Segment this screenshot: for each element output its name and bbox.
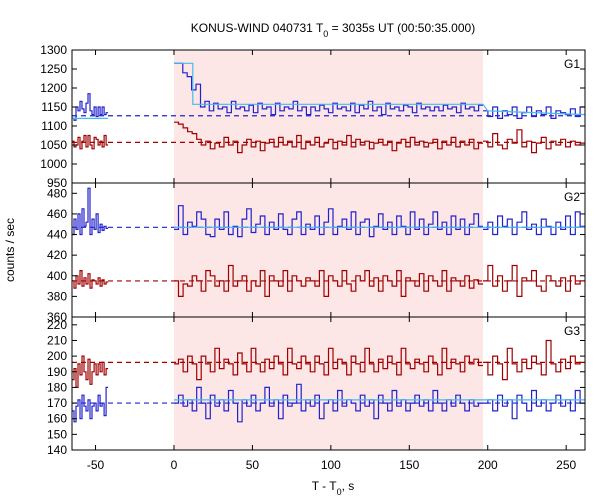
y-tick-label: 150 xyxy=(47,427,67,441)
x-tick-label: 0 xyxy=(171,458,178,472)
y-tick-label: 420 xyxy=(47,248,67,262)
xlabel-rest: , s xyxy=(342,479,355,493)
blue-series-pre xyxy=(72,93,109,121)
panel-label: G3 xyxy=(564,324,580,338)
y-tick-label: 400 xyxy=(47,269,67,283)
blue-series-pre xyxy=(72,386,109,423)
burst-interval-shading xyxy=(173,50,484,450)
y-tick-label: 1200 xyxy=(40,81,67,95)
panel-frame xyxy=(71,316,586,451)
red-series-post xyxy=(483,129,585,154)
x-axis-label: T - T0, s xyxy=(312,479,355,497)
x-tick-label: 100 xyxy=(321,458,341,472)
x-tick-label: 250 xyxy=(556,458,576,472)
blue-series-post xyxy=(483,211,585,236)
red-series-post xyxy=(483,339,585,381)
x-tick-label: 200 xyxy=(478,458,498,472)
title-rest: = 3035s UT (00:50:35.000) xyxy=(328,21,475,35)
y-tick-label: 360 xyxy=(47,310,67,324)
title-main: KONUS-WIND 040731 T xyxy=(191,21,324,35)
red-series-post xyxy=(483,264,585,297)
y-tick-label: 160 xyxy=(47,412,67,426)
y-tick-label: 1150 xyxy=(41,100,67,114)
blue-series-pre xyxy=(72,187,109,236)
y-tick-label: 480 xyxy=(47,186,67,200)
cyan-fit-line xyxy=(174,62,586,116)
panel-label: G1 xyxy=(564,57,580,71)
blue-series-main xyxy=(174,205,483,238)
blue-series-post xyxy=(483,106,585,119)
chart-title: KONUS-WIND 040731 T0 = 3035s UT (00:50:3… xyxy=(191,21,475,39)
y-tick-label: 210 xyxy=(47,333,67,347)
y-tick-label: 440 xyxy=(47,228,67,242)
x-tick-label: -50 xyxy=(87,458,105,472)
panel-g1: 950 1000 1050 1100 1150 1200 1250 1300 G1 xyxy=(40,43,586,190)
red-series-main xyxy=(174,264,483,297)
y-tick-label: 1250 xyxy=(40,62,67,76)
y-tick-label: 460 xyxy=(47,207,67,221)
red-series-main xyxy=(174,347,483,381)
y-tick-label: 1000 xyxy=(40,157,67,171)
y-tick-label: 140 xyxy=(47,443,67,457)
y-tick-label: 1050 xyxy=(40,138,67,152)
y-tick-label: 170 xyxy=(47,396,67,410)
y-tick-label: 950 xyxy=(47,176,67,190)
red-series-pre xyxy=(72,270,109,289)
panel-label: G2 xyxy=(564,190,580,204)
blue-series-main xyxy=(174,62,483,116)
y-tick-label: 1100 xyxy=(41,119,67,133)
x-tick-label: 150 xyxy=(399,458,419,472)
y-tick-label: 380 xyxy=(47,289,67,303)
x-tick-label: 50 xyxy=(246,458,260,472)
y-tick-label: 190 xyxy=(47,365,67,379)
panels-group: 9501000105011001150120012501300G13603804… xyxy=(40,43,586,472)
blue-series-main xyxy=(174,383,483,423)
y-tick-label: 220 xyxy=(47,318,67,332)
y-tick-label: 200 xyxy=(47,349,67,363)
y-tick-label: 1300 xyxy=(40,43,67,57)
y-axis-label: counts / sec xyxy=(3,218,17,282)
xlabel-main: T - T xyxy=(312,479,338,493)
red-series-main xyxy=(174,121,483,154)
title-subscript: 0 xyxy=(323,29,328,39)
blue-series-post xyxy=(483,389,585,420)
xlabel-subscript: 0 xyxy=(337,487,342,497)
red-series-pre xyxy=(72,355,109,388)
y-tick-label: 180 xyxy=(47,380,67,394)
